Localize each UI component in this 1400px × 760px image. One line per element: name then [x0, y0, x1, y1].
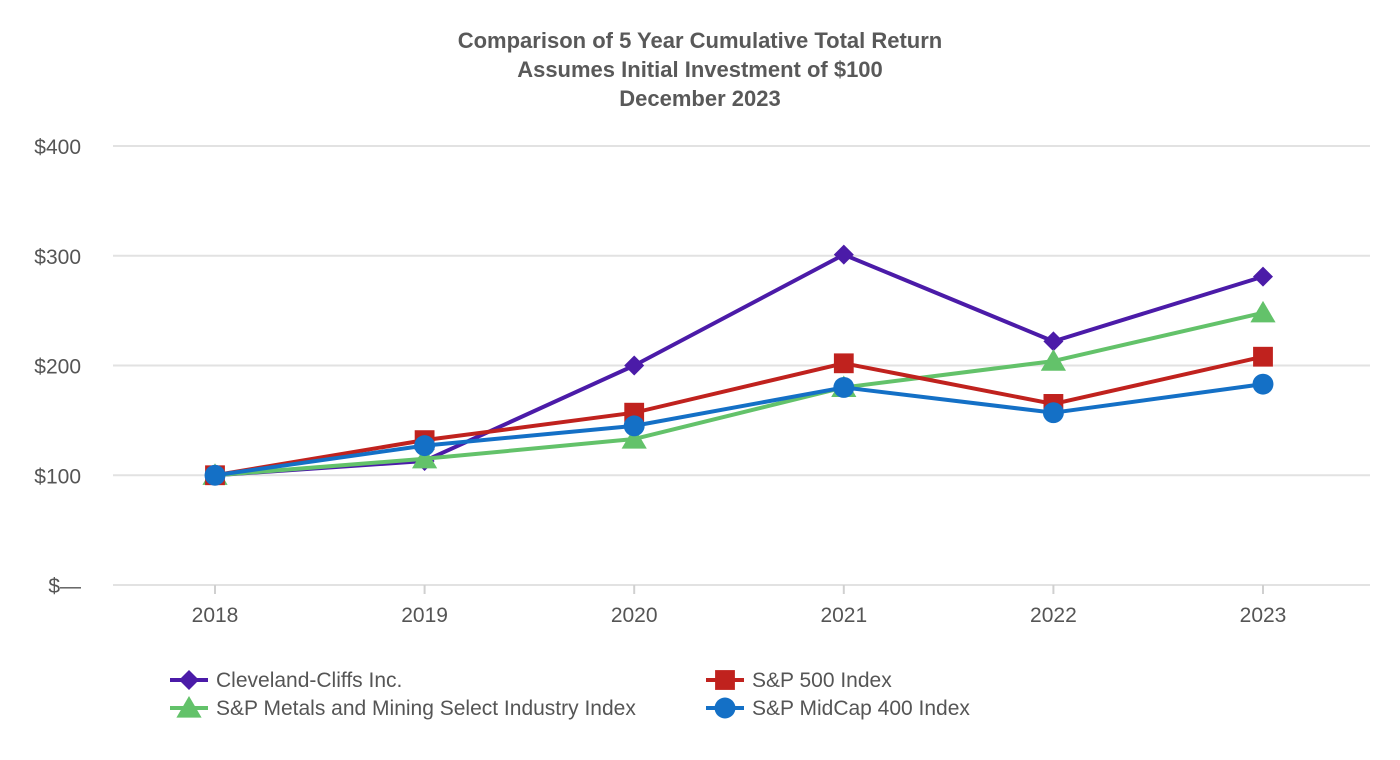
legend-item-s-p-midcap-400-index: S&P MidCap 400 Index [706, 697, 970, 720]
data-point-s-p-500-index [833, 353, 854, 374]
data-point-cleveland-cliffs-inc [624, 355, 645, 376]
chart-subtitle-date: December 2023 [619, 86, 781, 111]
legend-item-s-p-500-index: S&P 500 Index [706, 669, 892, 692]
legend-item-cleveland-cliffs-inc: Cleveland-Cliffs Inc. [170, 669, 402, 692]
legend-label: Cleveland-Cliffs Inc. [216, 669, 402, 692]
y-tick-label: $— [48, 575, 81, 598]
series-line-s-p-midcap-400-index [214, 382, 1264, 478]
data-point-s-p-midcap-400-index [833, 377, 855, 398]
y-gridlines [113, 145, 1370, 586]
legend-marker [176, 696, 202, 718]
data-point-s-p-midcap-400-index [414, 435, 436, 457]
x-tick-label: 2020 [611, 604, 658, 627]
legend-label: S&P 500 Index [752, 669, 892, 692]
x-tick-label: 2019 [401, 604, 448, 627]
y-tick-label: $400 [34, 136, 81, 159]
x-tick-label: 2021 [820, 604, 867, 627]
data-point-s-p-metals-and-mining-select-industry-index [1250, 300, 1276, 323]
legend-marker [715, 670, 735, 690]
legend-marker [714, 697, 736, 719]
data-point-s-p-metals-and-mining-select-industry-index [412, 446, 438, 469]
data-point-cleveland-cliffs-inc [833, 244, 854, 265]
series-line-s-p-500-index [214, 354, 1264, 478]
legend-label: S&P MidCap 400 Index [752, 697, 970, 720]
x-tick-label: 2018 [192, 604, 239, 627]
data-point-s-p-midcap-400-index [204, 464, 226, 486]
legend-label: S&P Metals and Mining Select Industry In… [216, 697, 636, 720]
data-point-cleveland-cliffs-inc [1043, 331, 1064, 352]
data-point-s-p-metals-and-mining-select-industry-index [1040, 349, 1066, 371]
series-line-s-p-metals-and-mining-select-industry-index [214, 310, 1264, 478]
chart-title-block: Comparison of 5 Year Cumulative Total Re… [0, 26, 1400, 113]
data-point-s-p-midcap-400-index [1042, 402, 1064, 424]
chart-subtitle: Assumes Initial Investment of $100 [517, 57, 883, 82]
y-tick-label: $100 [34, 465, 81, 488]
legend-item-s-p-metals-and-mining-select-industry-index: S&P Metals and Mining Select Industry In… [170, 696, 636, 720]
series-s-p-metals-and-mining-select-industry-index [202, 300, 1276, 485]
series-s-p-midcap-400-index [204, 373, 1274, 486]
data-point-s-p-500-index [1253, 346, 1273, 367]
chart-title: Comparison of 5 Year Cumulative Total Re… [457, 28, 943, 53]
data-point-s-p-midcap-400-index [1252, 373, 1274, 395]
data-point-s-p-midcap-400-index [623, 415, 645, 437]
data-point-cleveland-cliffs-inc [1253, 266, 1273, 287]
legend-marker [179, 670, 199, 690]
y-tick-label: $300 [34, 246, 81, 269]
x-tick-label: 2022 [1030, 604, 1077, 627]
x-tick-label: 2023 [1240, 604, 1287, 627]
y-tick-label: $200 [34, 356, 81, 379]
data-point-s-p-metals-and-mining-select-industry-index [621, 427, 647, 449]
